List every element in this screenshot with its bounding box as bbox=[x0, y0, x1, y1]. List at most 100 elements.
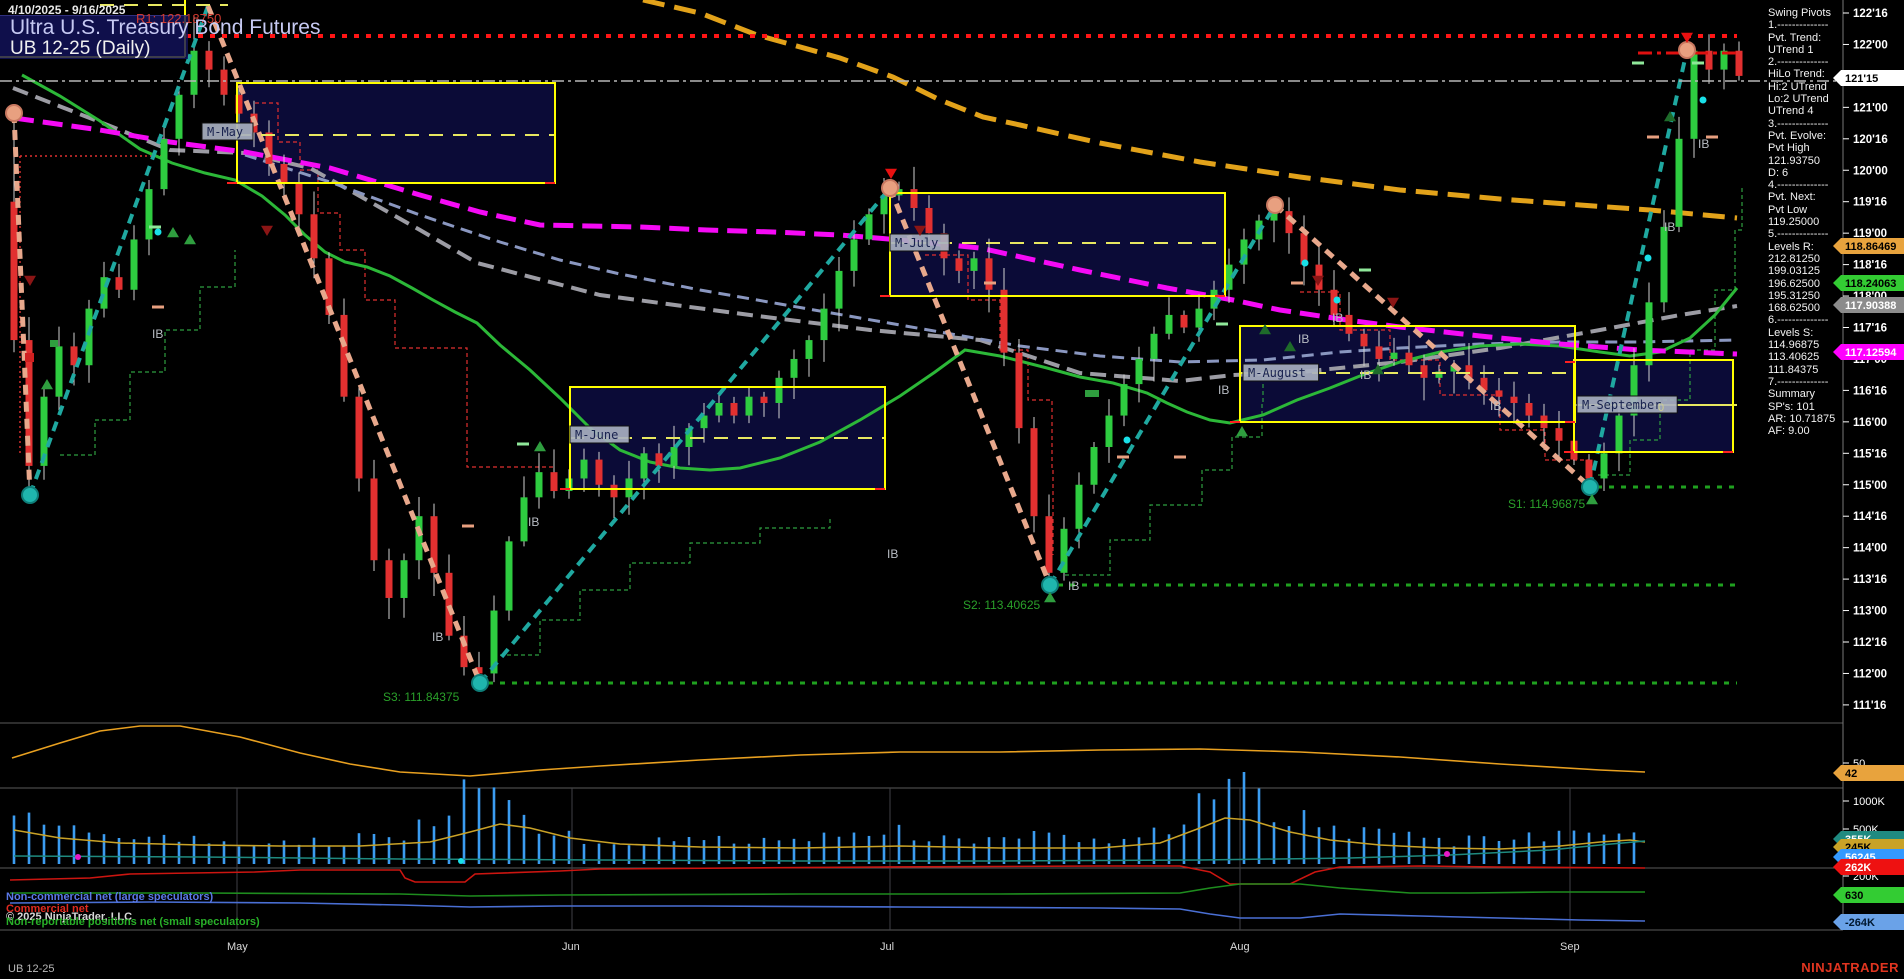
info-line: UTrend 4 bbox=[1768, 105, 1814, 118]
month-label: May bbox=[227, 941, 248, 953]
footer-instrument: UB 12-25 bbox=[8, 963, 55, 975]
cot-legend-label: Non-reportable positions net (small spec… bbox=[6, 916, 260, 928]
month-label: Aug bbox=[1230, 941, 1250, 953]
price-axis[interactable]: 122'16122'00121'16121'00120'16120'00119'… bbox=[1833, 0, 1904, 930]
s2-level-label: S2: 113.40625 bbox=[963, 598, 1041, 612]
svg-text:630: 630 bbox=[1845, 890, 1863, 902]
info-line: D: 6 bbox=[1768, 166, 1789, 179]
axis-badge bbox=[1833, 765, 1904, 781]
axis-badge bbox=[1833, 344, 1904, 360]
axis-badge bbox=[1833, 887, 1904, 903]
axis-badge bbox=[1833, 238, 1904, 254]
pivot-markers bbox=[5, 32, 1718, 692]
axis-badge bbox=[1833, 297, 1904, 313]
info-line: Lo:2 UTrend bbox=[1768, 93, 1829, 106]
axis-tick-label: 114'16 bbox=[1853, 511, 1887, 523]
indicator-panels[interactable] bbox=[0, 722, 1843, 931]
info-line: 1.-------------- bbox=[1768, 19, 1829, 32]
ib-label: IB bbox=[1360, 368, 1371, 382]
ib-label: IB bbox=[887, 547, 898, 561]
month-box-label: M-June bbox=[575, 428, 618, 442]
info-line: 6.-------------- bbox=[1768, 314, 1829, 327]
ib-label: IB bbox=[1218, 383, 1229, 397]
chart-subtitle: UB 12-25 (Daily) bbox=[10, 38, 151, 59]
title-backdrop bbox=[0, 15, 188, 59]
info-line: Levels R: bbox=[1768, 240, 1814, 253]
info-line: AF: 9.00 bbox=[1768, 425, 1810, 438]
info-line: 111.84375 bbox=[1768, 363, 1819, 376]
svg-text:-264K: -264K bbox=[1845, 917, 1875, 929]
axis-tick-label: 120'16 bbox=[1853, 134, 1888, 146]
axis-tick-label: 113'16 bbox=[1853, 574, 1887, 586]
candles bbox=[10, 16, 1743, 684]
month-box-borders: M-May M-June M-July M-August M-September bbox=[0, 0, 1737, 490]
svg-text:118.24063: 118.24063 bbox=[1845, 278, 1896, 290]
info-line: SP's: 101 bbox=[1768, 400, 1815, 413]
ib-label: IB bbox=[1068, 579, 1079, 593]
swing-zigzag bbox=[11, 5, 1689, 685]
info-line: Pvt High bbox=[1768, 142, 1810, 155]
axis-tick-label: 116'00 bbox=[1853, 417, 1887, 429]
info-line: Pvt. Next: bbox=[1768, 191, 1816, 204]
axis-tick-label: 114'00 bbox=[1853, 543, 1887, 555]
swing-pivots-panel: Swing Pivots 1.-------------- Pvt. Trend: U… bbox=[1768, 7, 1902, 437]
month-box-label: M-September bbox=[1582, 398, 1661, 412]
pivot-zero-marker: 0 bbox=[1658, 402, 1665, 414]
month-label: Jul bbox=[880, 941, 895, 953]
info-line: 195.31250 bbox=[1768, 289, 1820, 302]
r1-pivot-label: R1: 122.18750 bbox=[136, 11, 222, 26]
info-line: 114.96875 bbox=[1768, 339, 1820, 352]
info-line: 3.-------------- bbox=[1768, 117, 1829, 130]
info-line: 168.62500 bbox=[1768, 302, 1820, 315]
cot-legend-label: Commercial net bbox=[6, 903, 89, 915]
ib-label: IB bbox=[152, 327, 163, 341]
s3-level-label: S3: 111.84375 bbox=[383, 690, 460, 704]
axis-tick-label: 116'16 bbox=[1853, 385, 1887, 397]
ib-label: IB bbox=[1490, 399, 1501, 413]
info-line: UTrend 1 bbox=[1768, 43, 1814, 56]
info-line: Swing Pivots bbox=[1768, 7, 1831, 19]
axis-tick-label: 120'00 bbox=[1853, 165, 1888, 177]
ib-label: IB bbox=[528, 515, 539, 529]
info-line: Levels S: bbox=[1768, 326, 1814, 339]
svg-text:117.90388: 117.90388 bbox=[1845, 300, 1896, 312]
svg-text:117.12594: 117.12594 bbox=[1845, 347, 1897, 359]
magenta-ma-line bbox=[13, 115, 1738, 357]
axis-tick-label: 112'00 bbox=[1853, 668, 1887, 680]
svg-text:118.86469: 118.86469 bbox=[1845, 241, 1896, 253]
info-line: 7.-------------- bbox=[1768, 375, 1829, 388]
axis-badge bbox=[1833, 914, 1904, 930]
info-line: Pvt. Evolve: bbox=[1768, 129, 1827, 142]
axis-tick-label: 113'00 bbox=[1853, 606, 1887, 618]
cot-legend-label: © 2025 NinjaTrader, LLC bbox=[6, 911, 133, 923]
info-line: 121.93750 bbox=[1768, 154, 1820, 167]
axis-badge bbox=[1833, 859, 1904, 875]
month-box-label: M-August bbox=[1248, 366, 1306, 380]
month-box-label: M-July bbox=[895, 236, 938, 250]
month-label: Sep bbox=[1560, 941, 1580, 953]
axis-tick-label: 111'16 bbox=[1853, 700, 1886, 712]
info-line: 212.81250 bbox=[1768, 252, 1820, 265]
panel-tick-label: 1000K bbox=[1853, 796, 1885, 808]
ib-label: IB bbox=[432, 630, 443, 644]
info-line: HiLo Trend: bbox=[1768, 68, 1825, 81]
axis-tick-label: 121'00 bbox=[1853, 102, 1888, 114]
axis-tick-label: 122'16 bbox=[1853, 8, 1888, 20]
info-line: Pvt. Trend: bbox=[1768, 31, 1822, 44]
svg-text:42: 42 bbox=[1845, 768, 1857, 780]
date-range: 4/10/2025 - 9/16/2025 bbox=[8, 3, 126, 17]
axis-tick-label: 119'00 bbox=[1853, 228, 1887, 240]
axis-tick-label: 112'16 bbox=[1853, 637, 1887, 649]
ib-label: IB bbox=[1664, 220, 1675, 234]
ib-labels: IB IB IB IB IB IB IB IB IB IB IB IB bbox=[152, 137, 1709, 644]
axis-tick-label: 119'16 bbox=[1853, 197, 1887, 209]
svg-text:262K: 262K bbox=[1845, 862, 1871, 874]
info-line: 4.-------------- bbox=[1768, 179, 1829, 192]
info-line: 2.-------------- bbox=[1768, 56, 1829, 69]
chart-title: Ultra U.S. Treasury Bond Futures bbox=[10, 16, 321, 39]
info-line: Hi:2 UTrend bbox=[1768, 80, 1827, 93]
svg-text:121'15: 121'15 bbox=[1845, 73, 1878, 85]
ib-label: IB bbox=[1298, 332, 1309, 346]
